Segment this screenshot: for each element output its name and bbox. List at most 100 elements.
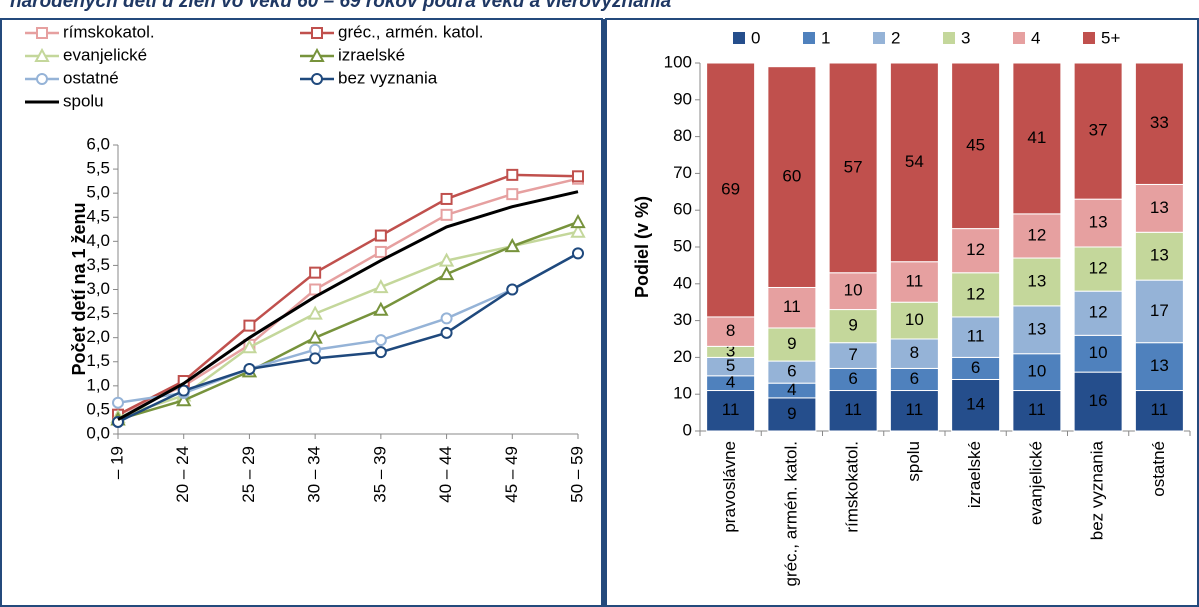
y-tick-label: 1,5 — [86, 351, 110, 370]
bar-segment — [1012, 353, 1062, 392]
y-tick-label: 30 — [673, 310, 692, 329]
marker — [36, 27, 48, 39]
bar-segment — [1134, 390, 1184, 432]
data-label: 12 — [1089, 303, 1108, 322]
data-label: 10 — [1089, 343, 1108, 362]
bar-segment — [1073, 290, 1123, 336]
marker — [311, 27, 323, 39]
y-tick-label: 50 — [673, 236, 692, 255]
data-label: 11 — [1028, 400, 1046, 419]
bar-segment — [767, 327, 817, 362]
data-label: 11 — [783, 297, 801, 316]
bar-segment — [828, 342, 878, 369]
marker — [440, 192, 453, 205]
x-tick-label: 30 – 34 — [305, 446, 324, 503]
data-label: 11 — [844, 400, 862, 419]
y-tick-label: 5,0 — [86, 183, 110, 202]
data-label: 6 — [971, 358, 980, 377]
data-label: 11 — [722, 400, 740, 419]
marker — [504, 238, 520, 253]
data-label: 12 — [966, 284, 985, 303]
marker — [307, 305, 323, 320]
y-tick-label: 20 — [673, 347, 692, 366]
y-tick-label: 90 — [673, 89, 692, 108]
data-label: 11 — [906, 271, 924, 290]
y-tick-label: 10 — [673, 384, 692, 403]
line — [117, 190, 579, 421]
x-tick-label: pravoslávne — [720, 441, 739, 533]
y-axis-title: Podiel (v %) — [632, 196, 652, 298]
data-label: 4 — [726, 373, 735, 392]
bar-segment — [1073, 198, 1123, 248]
data-label: 8 — [910, 343, 919, 362]
data-label: 60 — [782, 167, 801, 186]
data-label: 69 — [721, 179, 740, 198]
marker — [112, 396, 124, 409]
bar-segment — [1073, 371, 1123, 432]
marker — [307, 329, 323, 344]
marker — [243, 362, 256, 375]
marker — [572, 170, 584, 183]
y-tick-label: 1,0 — [86, 375, 110, 394]
legend-swatch — [943, 32, 955, 44]
legend-swatch — [1083, 32, 1095, 44]
x-tick-label: 45 – 49 — [502, 446, 521, 503]
bar-segment — [1012, 62, 1062, 215]
x-tick-label: evanjelické — [1026, 441, 1045, 525]
y-tick-label: 0,0 — [86, 423, 110, 442]
x-tick-label: ostatné — [1149, 441, 1168, 497]
data-label: 11 — [906, 400, 924, 419]
line — [117, 177, 579, 416]
bar-segment — [951, 272, 1001, 318]
bar-segment — [951, 62, 1001, 230]
marker — [373, 301, 389, 316]
data-label: 33 — [1150, 113, 1169, 132]
data-label: 6 — [910, 369, 919, 388]
marker — [309, 283, 322, 296]
marker — [243, 319, 256, 332]
bar-segment — [1134, 62, 1184, 185]
data-label: 4 — [787, 380, 796, 399]
marker — [373, 279, 389, 294]
data-label: 12 — [1027, 225, 1046, 244]
bar-segment — [1073, 246, 1123, 292]
bar-segment — [706, 62, 756, 318]
marker — [570, 213, 586, 229]
data-label: 12 — [966, 240, 985, 259]
y-axis-title: Počet detí na 1 ženu — [69, 202, 89, 375]
legend-swatch — [803, 32, 815, 44]
data-label: 10 — [1027, 362, 1046, 381]
marker — [440, 312, 453, 325]
marker — [36, 73, 48, 85]
legend-label: 5+ — [1101, 28, 1120, 47]
data-label: 12 — [1089, 259, 1108, 278]
marker — [506, 188, 519, 201]
x-tick-label: gréc., armén. katol. — [781, 441, 800, 587]
y-tick-label: 100 — [664, 52, 692, 71]
bar-segment — [889, 261, 939, 303]
bar-segment — [1012, 257, 1062, 307]
legend-label: ostatné — [63, 68, 119, 87]
y-tick-label: 2,5 — [86, 303, 110, 322]
x-tick-label: rímskokatol. — [843, 441, 862, 533]
bar-segment — [1012, 213, 1062, 259]
bar-segment — [1134, 279, 1184, 344]
legend-label: spolu — [63, 91, 104, 110]
legend-label: evanjelické — [63, 45, 147, 64]
y-tick-label: 3,0 — [86, 279, 110, 298]
line — [117, 252, 579, 404]
bar-segment — [951, 378, 1001, 432]
data-label: 3 — [726, 341, 735, 360]
marker — [309, 266, 322, 279]
marker — [440, 208, 453, 221]
data-label: 8 — [726, 321, 735, 340]
marker — [177, 384, 190, 397]
bar-segment — [951, 316, 1001, 358]
marker — [506, 283, 519, 296]
y-tick-label: 40 — [673, 273, 692, 292]
bar-segment — [1012, 305, 1062, 355]
bar-segment — [1073, 62, 1123, 200]
legend-label: 3 — [961, 28, 970, 47]
